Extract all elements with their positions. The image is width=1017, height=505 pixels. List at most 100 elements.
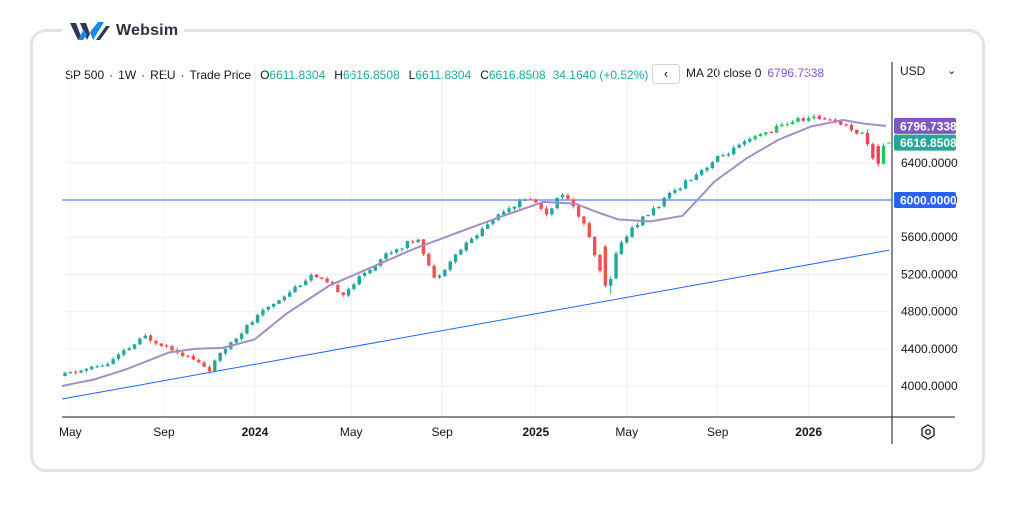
price-tag-bg	[894, 192, 956, 208]
candle-46	[309, 272, 313, 283]
candle-71	[443, 269, 447, 278]
candle-114	[673, 188, 677, 195]
trend-line[interactable]	[61, 249, 889, 400]
candle-99	[592, 236, 597, 257]
candle-body	[186, 355, 190, 357]
candle-body	[181, 352, 185, 356]
candle-body	[464, 242, 468, 251]
candle-body	[828, 119, 832, 121]
candle-body	[657, 206, 661, 209]
candle-body	[63, 372, 67, 377]
candle-body	[651, 208, 656, 216]
price-tag-label: 6000.0000	[900, 194, 957, 208]
candle-4	[84, 368, 89, 373]
candle-body	[710, 162, 715, 168]
candle-body	[400, 248, 404, 250]
candle-0	[63, 371, 67, 377]
symbol-name[interactable]: SP 500	[65, 68, 105, 82]
candle-150	[865, 129, 870, 147]
brand-name: Websim	[116, 22, 179, 39]
candle-body	[833, 119, 838, 121]
candle-11	[122, 348, 126, 357]
price-tag-bg	[894, 117, 956, 134]
x-tick-label-3: May	[340, 425, 363, 439]
candle-body	[164, 345, 169, 347]
candle-body	[218, 352, 222, 361]
settings-icon[interactable]	[920, 424, 936, 440]
axes	[62, 62, 955, 444]
ma-legend[interactable]: MA 20 close 0 6796.7338	[686, 66, 824, 80]
x-tick-label-8: 2026	[795, 425, 822, 439]
candle-125	[732, 145, 736, 156]
x-axis-labels: May Sep 2024 May Sep 2025 May Sep 2026	[59, 425, 822, 439]
chevron-down-icon[interactable]: ⌄	[947, 65, 957, 77]
candle-body	[871, 144, 875, 159]
candle-body	[320, 277, 324, 279]
candle-body	[753, 136, 757, 140]
chart-frame	[30, 29, 985, 472]
candle-111	[657, 206, 661, 210]
x-tick-label-5: 2025	[522, 425, 549, 439]
candle-126	[737, 143, 741, 149]
collapse-legend-button[interactable]: ‹	[652, 64, 680, 84]
candle-body	[245, 325, 249, 334]
candle-body	[823, 118, 827, 120]
price-tag-ma: 6796.7338	[894, 117, 957, 134]
candle-body	[325, 278, 329, 283]
candle-body	[699, 170, 704, 175]
candle-body	[271, 303, 276, 307]
candle-body	[646, 214, 650, 217]
candle-body	[170, 346, 174, 351]
candle-body	[801, 118, 805, 121]
candle-103	[614, 251, 618, 280]
interval-label[interactable]: 1W	[118, 68, 137, 82]
candle-23	[186, 354, 190, 358]
candle-88	[534, 198, 538, 203]
y-tick-label-4: 5600.0000	[901, 230, 958, 244]
low-value: 6611.8304	[415, 68, 472, 82]
candle-119	[699, 168, 704, 177]
candle-43	[293, 284, 297, 293]
high-key: H	[334, 68, 343, 82]
candle-153	[881, 143, 886, 165]
candle-body	[705, 167, 709, 171]
x-tick-label-6: May	[615, 425, 638, 439]
candle-33	[239, 332, 244, 341]
candle-body	[191, 355, 196, 360]
candle-64	[405, 240, 410, 250]
candle-body	[667, 192, 672, 199]
source-label: REU	[150, 68, 176, 82]
candle-109	[646, 214, 650, 217]
candle-body	[261, 309, 265, 316]
candle-67	[421, 239, 426, 257]
close-value: 6616.8508	[488, 68, 546, 82]
candle-117	[689, 179, 693, 182]
candle-body	[405, 241, 410, 248]
candle-body	[881, 145, 886, 164]
candle-69	[432, 263, 436, 279]
candle-body	[223, 348, 228, 354]
ma-label: MA 20 close 0	[686, 66, 762, 80]
candle-body	[453, 254, 458, 262]
candle-29	[218, 352, 222, 363]
candle-body	[443, 269, 447, 277]
candle-body	[197, 359, 201, 363]
candle-body	[432, 265, 436, 278]
candle-body	[143, 335, 147, 339]
candle-25	[197, 358, 201, 364]
candle-35	[250, 320, 254, 326]
candle-body	[373, 265, 377, 271]
candle-154	[887, 142, 891, 144]
candle-body	[469, 238, 474, 243]
y-tick-label-2: 4800.0000	[901, 305, 958, 319]
candle-107	[635, 222, 640, 229]
candle-body	[855, 129, 859, 134]
candle-body	[84, 368, 89, 371]
candle-body	[790, 122, 795, 124]
candle-body	[518, 200, 522, 208]
candle-body	[694, 174, 698, 180]
currency-selector[interactable]: USD	[900, 64, 926, 78]
x-tick-label-7: Sep	[707, 425, 729, 439]
candle-body	[539, 202, 543, 209]
